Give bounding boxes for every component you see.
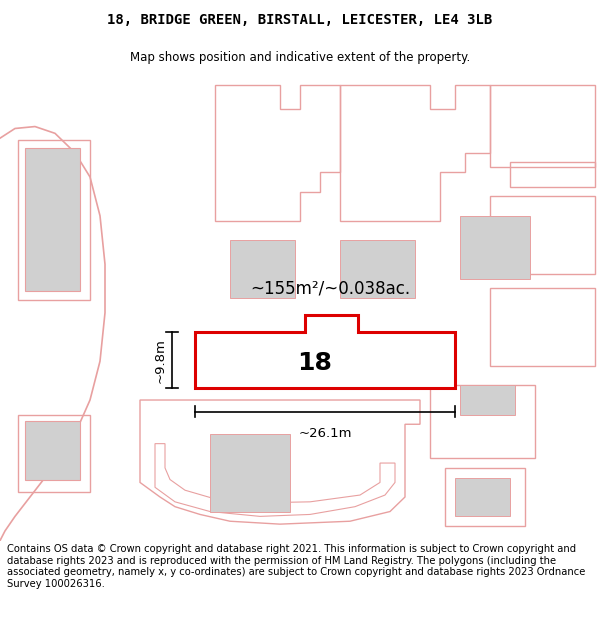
Text: 18: 18 [298, 351, 332, 375]
Polygon shape [210, 434, 290, 511]
Polygon shape [340, 240, 415, 298]
Polygon shape [455, 478, 510, 516]
Polygon shape [230, 240, 295, 298]
Text: ~155m²/~0.038ac.: ~155m²/~0.038ac. [250, 279, 410, 298]
Polygon shape [25, 421, 80, 479]
Polygon shape [460, 216, 530, 279]
Text: ~26.1m: ~26.1m [298, 427, 352, 440]
Polygon shape [460, 386, 515, 414]
Text: ~9.8m: ~9.8m [154, 338, 167, 382]
Polygon shape [25, 148, 80, 291]
Text: Contains OS data © Crown copyright and database right 2021. This information is : Contains OS data © Crown copyright and d… [7, 544, 586, 589]
Polygon shape [195, 314, 455, 388]
Text: Map shows position and indicative extent of the property.: Map shows position and indicative extent… [130, 51, 470, 64]
Text: 18, BRIDGE GREEN, BIRSTALL, LEICESTER, LE4 3LB: 18, BRIDGE GREEN, BIRSTALL, LEICESTER, L… [107, 13, 493, 27]
